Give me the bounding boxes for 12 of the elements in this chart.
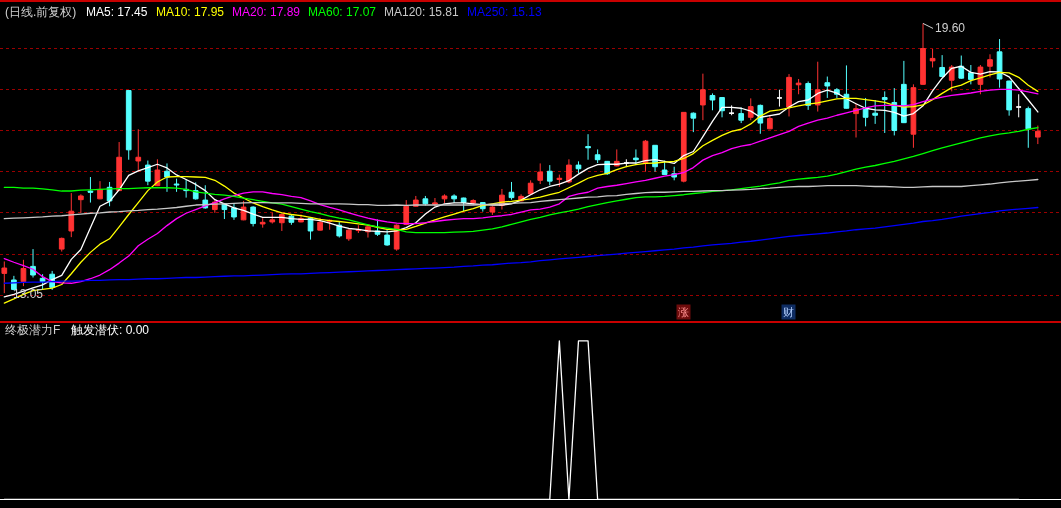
- annotation: 19.60: [935, 21, 966, 35]
- text: MA10: 17.95: [156, 5, 225, 19]
- annotation: 涨: [678, 306, 689, 318]
- text: MA250: 15.13: [467, 5, 543, 19]
- chart-title: (日线.前复权): [5, 5, 77, 19]
- chart-title: 终极潜力F: [5, 323, 61, 337]
- annotation: 财: [783, 306, 794, 318]
- text: MA120: 15.81: [384, 5, 460, 19]
- text: MA5: 17.45: [86, 5, 148, 19]
- text: MA60: 17.07: [308, 5, 377, 19]
- text: 触发潜伏: 0.00: [71, 323, 150, 337]
- text: MA20: 17.89: [232, 5, 301, 19]
